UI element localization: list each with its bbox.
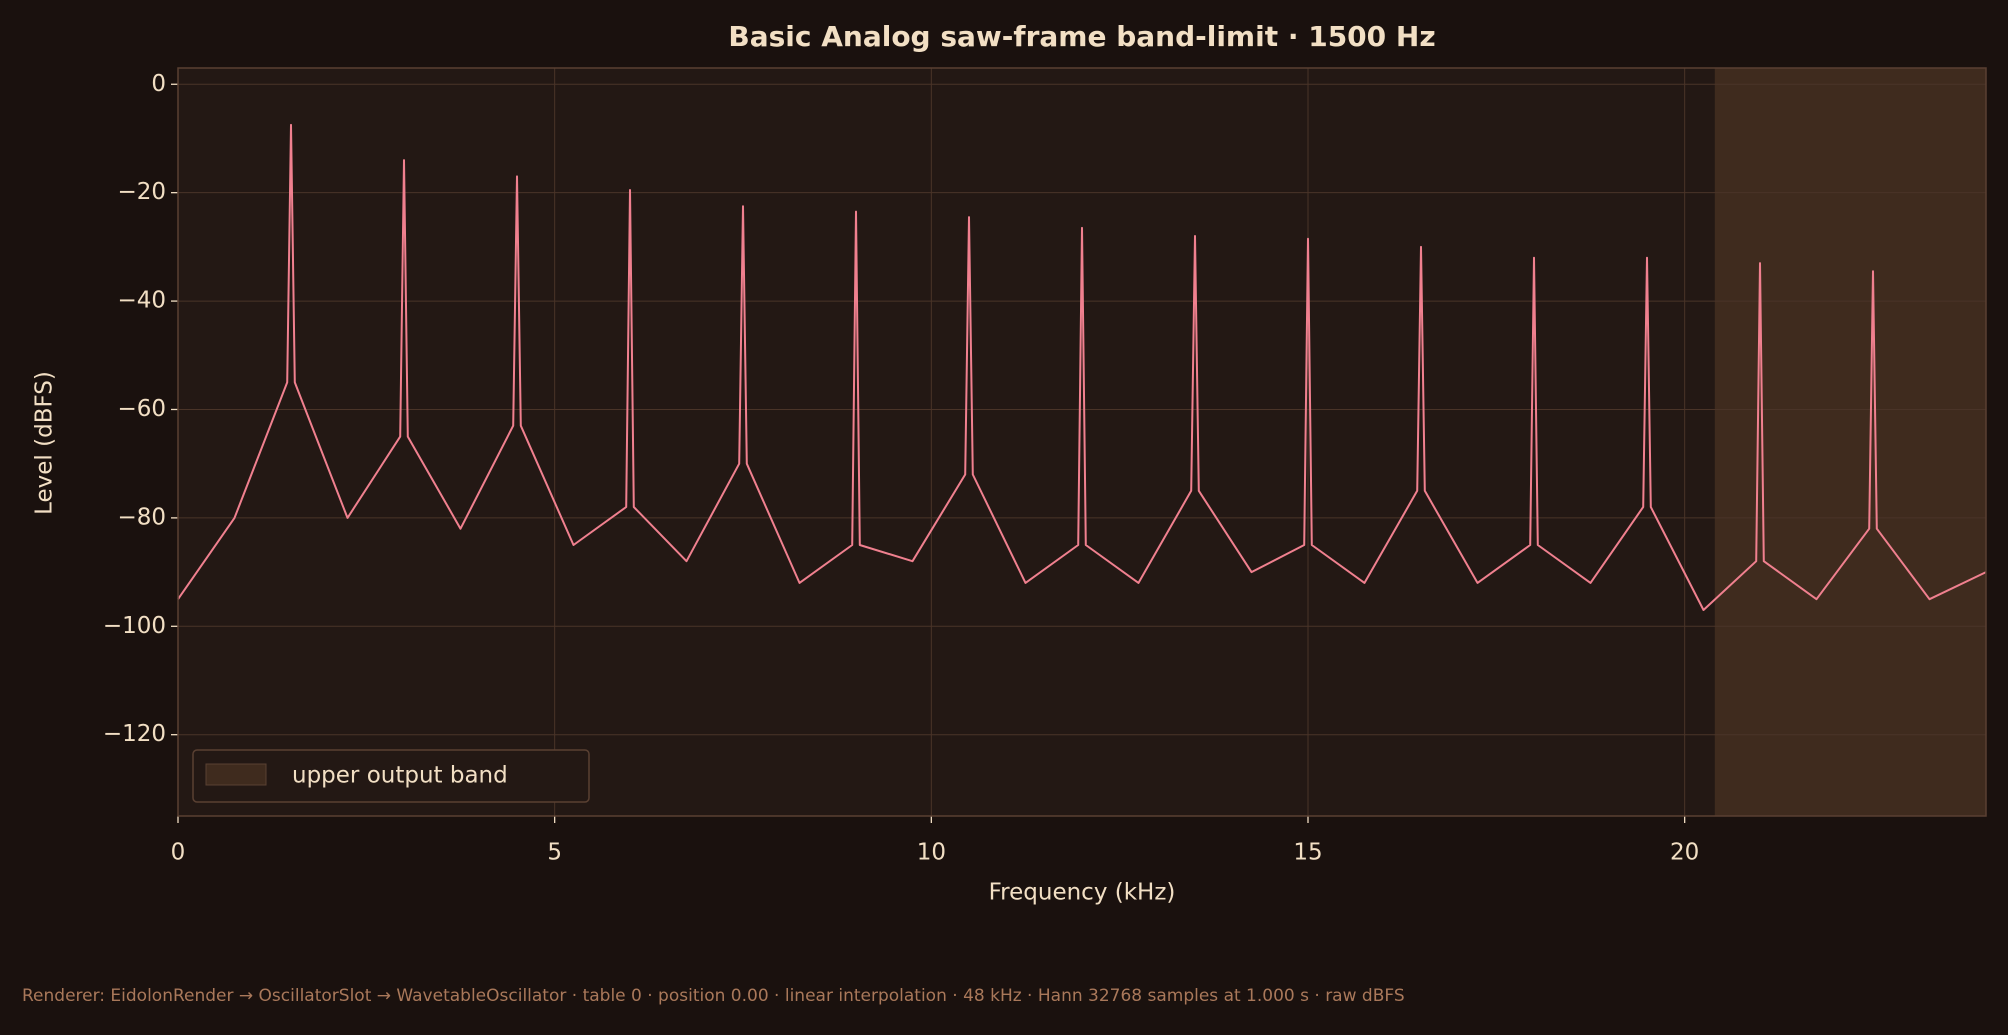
footer: Renderer: EidolonRender → OscillatorSlot… <box>22 986 1405 1006</box>
x-tick-label: 0 <box>171 840 186 866</box>
y-tick-label: −20 <box>117 179 166 205</box>
y-tick-label: −40 <box>117 288 166 314</box>
legend-swatch <box>205 763 267 786</box>
legend-box <box>192 749 590 803</box>
shaded-band <box>1714 68 1986 816</box>
y-tick-label: −60 <box>117 396 166 422</box>
x-tick-label: 5 <box>547 840 562 866</box>
y-axis-label: Level (dBFS) <box>32 371 58 515</box>
y-tick-label: −120 <box>103 721 166 747</box>
x-tick-label: 20 <box>1670 840 1699 866</box>
legend-label: upper output band <box>292 763 508 789</box>
y-tick-label: 0 <box>151 71 166 97</box>
y-tick-label: −100 <box>103 613 166 639</box>
spectrum-line <box>177 123 1987 611</box>
x-tick-label: 15 <box>1293 840 1322 866</box>
chart-title: Basic Analog saw-frame band-limit · 1500… <box>728 20 1435 53</box>
plot-frame <box>177 67 1987 817</box>
y-tick-label: −80 <box>117 504 166 530</box>
x-axis-label: Frequency (kHz) <box>989 880 1176 906</box>
x-tick-label: 10 <box>917 840 946 866</box>
